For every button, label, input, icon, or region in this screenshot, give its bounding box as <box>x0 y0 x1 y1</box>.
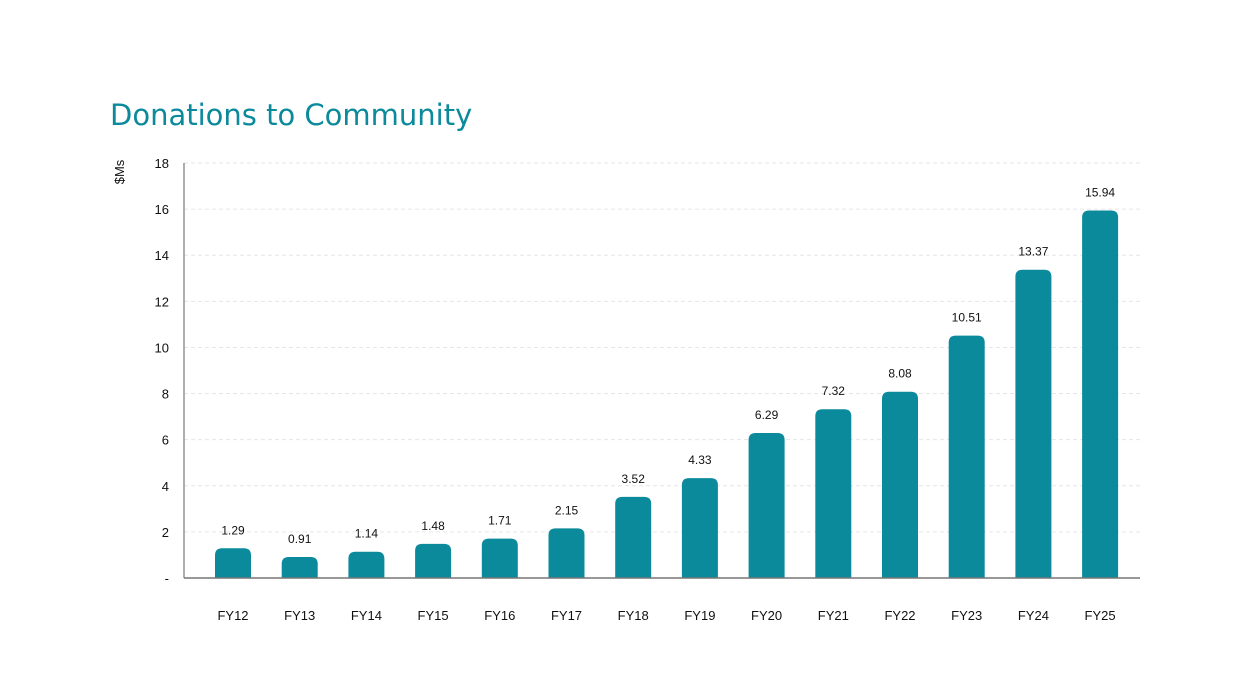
x-tick-label: FY14 <box>351 608 382 623</box>
y-tick-label: 14 <box>155 248 169 263</box>
data-label: 7.32 <box>822 384 846 398</box>
y-tick-label: 6 <box>162 433 169 448</box>
x-tick-label: FY12 <box>217 608 248 623</box>
bar-fy17 <box>548 528 585 578</box>
y-tick-label: 12 <box>155 294 169 309</box>
bar-fy15 <box>415 543 452 578</box>
bar-fy20 <box>748 432 785 578</box>
data-label: 4.33 <box>688 453 712 467</box>
y-tick-label: - <box>165 571 169 586</box>
x-tick-label: FY25 <box>1085 608 1116 623</box>
x-tick-label: FY20 <box>751 608 782 623</box>
x-tick-label: FY15 <box>418 608 449 623</box>
data-labels: 1.29 0.91 1.14 1.48 1.71 2.15 3.52 4.33 6.29 7.32… <box>221 185 1115 546</box>
bar-fy18 <box>615 496 652 578</box>
bar-fy23 <box>948 335 985 578</box>
y-tick-label: 16 <box>155 202 169 217</box>
x-tick-label: FY13 <box>284 608 315 623</box>
bars <box>215 210 1119 578</box>
x-tick-label: FY21 <box>818 608 849 623</box>
x-axis: FY12 FY13 FY14 FY15 FY16 FY17 FY18 FY19 FY20 FY21… <box>184 577 1140 623</box>
y-tick-label: 2 <box>162 525 169 540</box>
data-label: 3.52 <box>622 472 646 486</box>
x-tick-label: FY17 <box>551 608 582 623</box>
y-tick-label: 10 <box>155 340 169 355</box>
bar-fy13 <box>281 557 318 578</box>
data-label: 13.37 <box>1018 245 1048 259</box>
bar-fy24 <box>1015 269 1052 578</box>
y-axis: - 2 4 6 8 10 12 14 16 18 <box>155 156 185 586</box>
data-label: 8.08 <box>888 367 912 381</box>
data-label: 1.71 <box>488 514 512 528</box>
bar-fy14 <box>348 551 385 578</box>
data-label: 15.94 <box>1085 185 1115 199</box>
bar-fy19 <box>681 478 718 578</box>
bar-fy12 <box>215 548 251 578</box>
data-label: 0.91 <box>288 532 312 546</box>
x-tick-label: FY24 <box>1018 608 1049 623</box>
x-tick-label: FY18 <box>618 608 649 623</box>
bar-fy25 <box>1082 210 1119 578</box>
x-tick-label: FY16 <box>484 608 515 623</box>
y-tick-label: 18 <box>155 156 169 171</box>
data-label: 1.14 <box>355 527 379 541</box>
x-tick-label: FY19 <box>684 608 715 623</box>
data-label: 10.51 <box>952 311 982 325</box>
y-tick-label: 4 <box>162 479 169 494</box>
bar-fy21 <box>815 409 852 578</box>
x-tick-label: FY23 <box>951 608 982 623</box>
data-label: 1.48 <box>421 519 445 533</box>
gridlines <box>184 162 1140 533</box>
y-tick-label: 8 <box>162 387 169 402</box>
chart-title: Donations to Community <box>110 98 473 132</box>
bar-fy22 <box>882 391 918 578</box>
data-label: 1.29 <box>221 523 245 537</box>
y-axis-label: $Ms <box>112 159 127 184</box>
x-tick-label: FY22 <box>884 608 915 623</box>
data-label: 6.29 <box>755 408 779 422</box>
bar-fy16 <box>481 538 518 578</box>
data-label: 2.15 <box>555 503 579 517</box>
